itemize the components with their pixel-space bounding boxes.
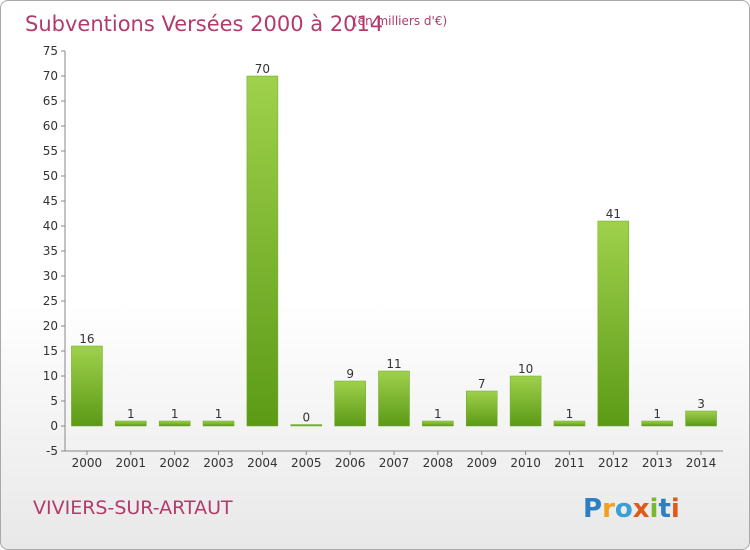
x-tick-label: 2010 xyxy=(510,456,541,470)
bar xyxy=(465,390,498,427)
y-tick-label: 5 xyxy=(50,394,58,408)
logo-letter: t xyxy=(658,494,670,524)
y-tick-label: 65 xyxy=(43,94,58,108)
data-label: 1 xyxy=(215,407,223,421)
commune-name: VIVIERS-SUR-ARTAUT xyxy=(33,497,233,519)
logo-letter: r xyxy=(602,494,615,524)
bar xyxy=(597,220,630,427)
bar xyxy=(509,375,542,427)
bar xyxy=(158,420,191,427)
x-tick-label: 2001 xyxy=(116,456,147,470)
logo-letter: i xyxy=(671,494,680,524)
data-label: 9 xyxy=(346,367,354,381)
y-tick-label: 60 xyxy=(43,119,58,133)
x-tick-label: 2014 xyxy=(686,456,717,470)
logo-letter: x xyxy=(633,494,650,524)
logo-letter: o xyxy=(615,494,633,524)
y-tick-label: 50 xyxy=(43,169,58,183)
chart-subtitle: (en milliers d'€) xyxy=(353,14,447,28)
x-tick-label: 2002 xyxy=(159,456,190,470)
bar xyxy=(71,345,103,427)
data-label: 1 xyxy=(127,407,135,421)
y-tick-label: 20 xyxy=(43,319,58,333)
data-label: 1 xyxy=(566,407,574,421)
data-label: 1 xyxy=(653,407,661,421)
x-tick-label: 2000 xyxy=(72,456,103,470)
logo-letter: i xyxy=(650,494,659,524)
y-tick-label: 75 xyxy=(43,44,58,58)
x-tick-label: 2009 xyxy=(466,456,497,470)
data-label: 1 xyxy=(434,407,442,421)
bar xyxy=(202,420,235,427)
data-label: 70 xyxy=(255,62,270,76)
y-tick-label: 15 xyxy=(43,344,58,358)
data-label: 3 xyxy=(697,397,705,411)
x-tick-label: 2005 xyxy=(291,456,322,470)
bar xyxy=(378,370,410,427)
x-tick-label: 2008 xyxy=(423,456,454,470)
data-label: 16 xyxy=(79,332,94,346)
x-tick-label: 2004 xyxy=(247,456,278,470)
x-tick-label: 2007 xyxy=(379,456,410,470)
proxiti-logo: Proxiti xyxy=(583,494,680,524)
x-tick-label: 2013 xyxy=(642,456,673,470)
y-tick-label: -5 xyxy=(46,444,58,458)
bar xyxy=(246,75,279,427)
bar xyxy=(290,424,323,427)
data-label: 7 xyxy=(478,377,486,391)
logo-letter: P xyxy=(583,494,602,524)
y-tick-label: 25 xyxy=(43,294,58,308)
data-label: 1 xyxy=(171,407,179,421)
x-tick-label: 2012 xyxy=(598,456,629,470)
y-tick-label: 35 xyxy=(43,244,58,258)
bar xyxy=(641,420,673,427)
data-label: 11 xyxy=(386,357,401,371)
data-label: 0 xyxy=(302,411,310,425)
data-label: 10 xyxy=(518,362,533,376)
bar xyxy=(422,420,454,427)
x-tick-label: 2011 xyxy=(554,456,585,470)
bar xyxy=(685,410,717,427)
x-tick-label: 2003 xyxy=(203,456,234,470)
chart-title: Subventions Versées 2000 à 2014 xyxy=(25,12,383,36)
y-tick-label: 30 xyxy=(43,269,58,283)
y-tick-label: 0 xyxy=(50,419,58,433)
bar xyxy=(553,420,586,427)
bar xyxy=(115,420,147,427)
x-tick-label: 2006 xyxy=(335,456,366,470)
y-tick-label: 40 xyxy=(43,219,58,233)
y-tick-label: 45 xyxy=(43,194,58,208)
bar xyxy=(334,380,366,427)
y-tick-label: 10 xyxy=(43,369,58,383)
y-tick-label: 70 xyxy=(43,69,58,83)
y-tick-label: 55 xyxy=(43,144,58,158)
data-label: 41 xyxy=(606,207,621,221)
